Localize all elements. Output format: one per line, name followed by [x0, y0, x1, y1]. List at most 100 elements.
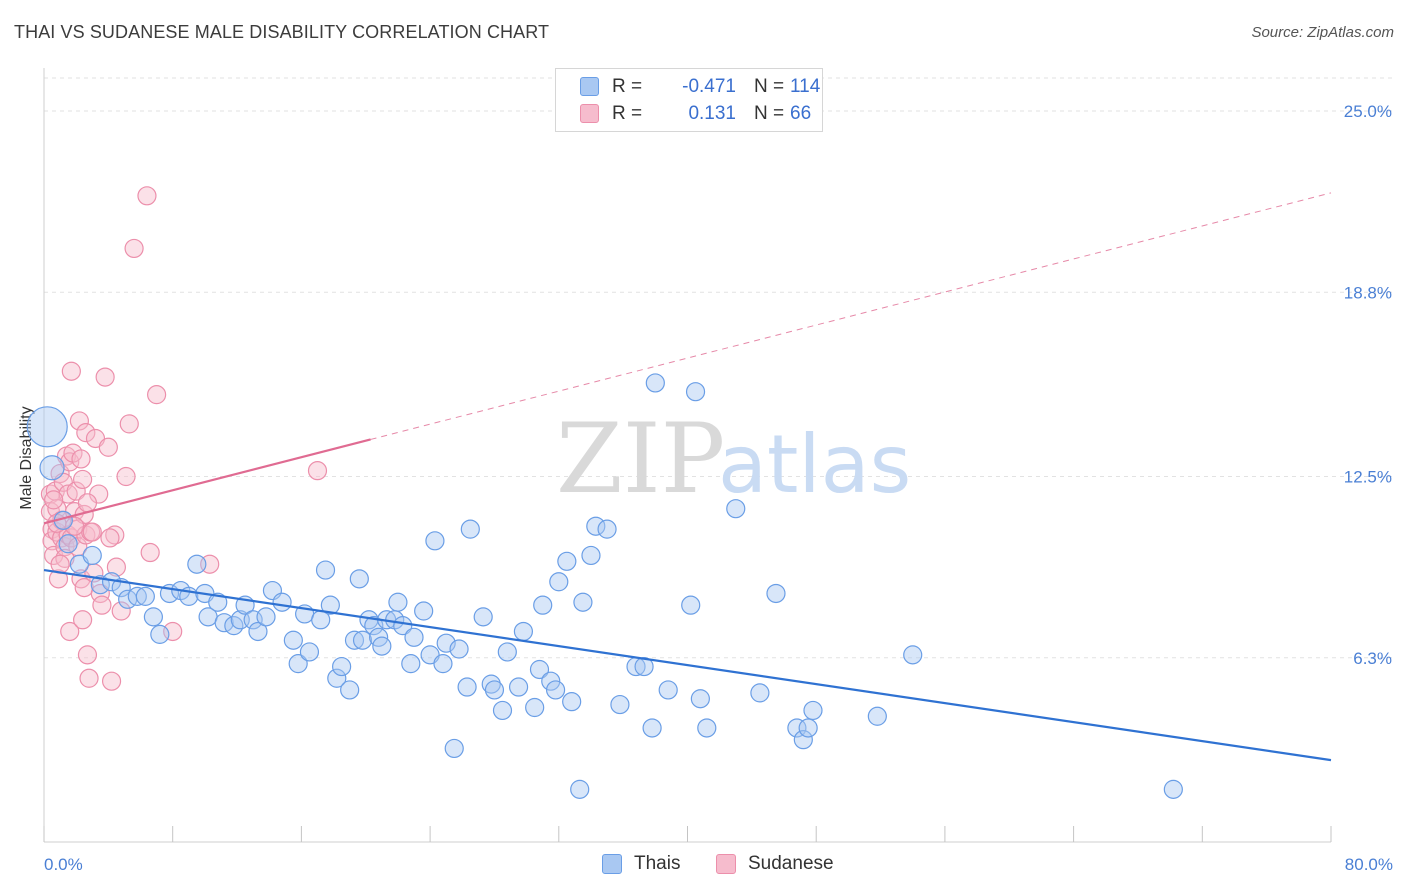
thais-point: [541, 671, 561, 691]
thais-swatch: [580, 77, 599, 96]
sudanese-point: [101, 671, 122, 691]
thais-point: [586, 516, 606, 536]
thais-point: [414, 601, 434, 621]
sudanese-point: [71, 449, 91, 469]
n-value: 66: [790, 103, 812, 124]
sudanese-point: [100, 528, 120, 548]
sudanese-trend-line: [43, 438, 371, 525]
n-label: N =: [754, 103, 785, 124]
thais-point: [513, 621, 534, 642]
thais-point: [549, 572, 569, 592]
watermark: ZIP atlas: [556, 403, 911, 515]
thais-point: [484, 680, 505, 700]
y-tick-label: 18.8%: [1344, 283, 1392, 302]
thais-point: [658, 680, 678, 700]
thais-point: [143, 607, 163, 627]
source-credit: Source: ZipAtlas.com: [1251, 24, 1394, 41]
sudanese-point: [44, 490, 64, 510]
thais-point: [187, 554, 207, 574]
watermark-atlas: atlas: [718, 418, 911, 511]
sudanese-point: [95, 367, 115, 387]
y-tick-label: 25.0%: [1344, 102, 1392, 121]
tick-labels: 6.3% 12.5% 18.8% 25.0% 0.0% 80.0%: [44, 102, 1393, 874]
thais-point: [315, 560, 336, 580]
sudanese-trend-extension: [370, 192, 1332, 440]
sudanese-swatch: [580, 104, 599, 123]
sudanese-point: [76, 423, 96, 443]
thais-point: [473, 607, 493, 627]
thais-point: [570, 779, 590, 799]
sudanese-swatch: [716, 854, 736, 874]
correlation-legend: R = -0.471 N = 114 R = 0.131 N = 66: [555, 68, 823, 132]
thais-point: [642, 718, 662, 738]
thais-point: [272, 592, 292, 612]
r-label: R =: [612, 76, 643, 97]
gridlines: [44, 77, 1392, 659]
thais-point: [433, 654, 453, 674]
sudanese-point: [77, 493, 98, 513]
sudanese-point: [92, 595, 112, 615]
r-value: 0.131: [688, 103, 736, 124]
thais-point: [208, 592, 228, 612]
trend-lines: [43, 192, 1332, 762]
thais-point: [299, 642, 320, 662]
thais-point: [90, 575, 110, 595]
thais-point: [457, 677, 477, 697]
sudanese-point: [73, 469, 93, 490]
sudanese-point: [116, 466, 136, 487]
thais-point: [581, 545, 601, 566]
thais-point: [425, 531, 445, 551]
thais-swatch: [602, 854, 622, 874]
legend-label-thais: Thais: [634, 853, 681, 874]
thais-point: [492, 700, 513, 721]
thais-point: [529, 659, 550, 680]
thais-point: [39, 455, 65, 481]
thais-point: [340, 680, 360, 700]
sudanese-point: [64, 516, 85, 536]
r-label: R =: [612, 103, 643, 124]
thais-point: [401, 654, 421, 674]
thais-point: [26, 406, 68, 448]
thais-point: [793, 730, 813, 750]
thais-point: [349, 569, 369, 589]
sudanese-point: [140, 542, 160, 563]
thais-point: [787, 718, 807, 738]
thais-point: [404, 627, 424, 647]
thais-point: [597, 519, 617, 539]
thais-point: [766, 583, 786, 604]
thais-point: [344, 630, 365, 650]
x-tick-label: 0.0%: [44, 855, 83, 874]
thais-point: [690, 689, 710, 709]
n-label: N =: [754, 76, 785, 97]
thais-point: [82, 545, 102, 566]
thais-point: [533, 595, 553, 615]
thais-point: [372, 636, 392, 656]
thais-point: [352, 630, 373, 650]
thais-point: [449, 639, 469, 659]
axes: [43, 68, 1332, 843]
thais-point: [1163, 779, 1183, 799]
sudanese-point: [48, 569, 69, 589]
thais-point: [327, 668, 347, 688]
thais-point: [288, 654, 308, 674]
thais-point: [525, 697, 545, 718]
thais-point: [393, 616, 413, 636]
sudanese-point: [60, 621, 80, 642]
sudanese-point: [307, 461, 328, 481]
thais-point: [867, 706, 887, 726]
sudanese-point: [79, 668, 99, 688]
thais-point: [135, 586, 155, 606]
x-tick-label: 80.0%: [1345, 855, 1393, 874]
thais-point: [685, 382, 706, 402]
thais-trend-line: [43, 568, 1332, 762]
thais-point: [283, 630, 303, 650]
y-tick-label: 12.5%: [1344, 468, 1392, 487]
sudanese-point: [69, 411, 89, 431]
thais-point: [58, 534, 78, 554]
sudanese-point: [66, 481, 86, 501]
sudanese-point: [124, 238, 144, 259]
legend-label-sudanese: Sudanese: [748, 853, 834, 874]
thais-point: [256, 607, 276, 627]
n-value: 114: [790, 76, 821, 97]
